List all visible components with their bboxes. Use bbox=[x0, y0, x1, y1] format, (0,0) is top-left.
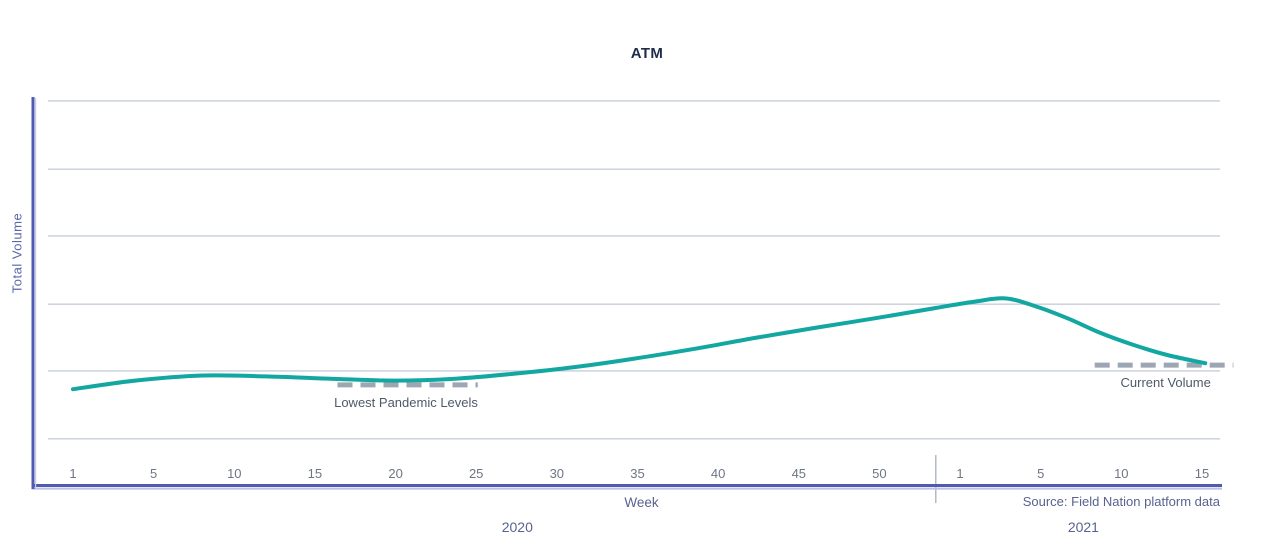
lowest-pandemic-label: Lowest Pandemic Levels bbox=[334, 394, 478, 410]
x-tick-label: 5 bbox=[1037, 466, 1045, 481]
volume-line-series bbox=[71, 296, 1208, 392]
x-tick-label: 15 bbox=[307, 466, 323, 481]
x-tick-label: 35 bbox=[630, 466, 645, 481]
x-tick-label: 20 bbox=[388, 466, 403, 481]
x-axis-title: Week bbox=[624, 495, 659, 510]
x-tick-label: 5 bbox=[149, 466, 158, 481]
chart-title: ATM bbox=[630, 45, 664, 62]
x-tick-label: 1 bbox=[956, 466, 964, 481]
source-note: Source: Field Nation platform data bbox=[1022, 494, 1220, 509]
x-tick-label: 45 bbox=[791, 466, 807, 481]
x-tick-label: 1 bbox=[69, 466, 77, 481]
year-label-2021: 2021 bbox=[1067, 519, 1099, 535]
x-tick-label: 15 bbox=[1194, 466, 1210, 481]
x-tick-label: 25 bbox=[468, 466, 484, 481]
x-tick-label: 30 bbox=[549, 466, 565, 481]
year-label-2020: 2020 bbox=[501, 519, 533, 535]
x-tick-label: 40 bbox=[710, 466, 726, 481]
current-volume-label: Current Volume bbox=[1120, 375, 1211, 391]
x-tick-label: 50 bbox=[872, 466, 887, 481]
x-tick-label: 10 bbox=[1114, 466, 1129, 481]
x-tick-label: 10 bbox=[227, 466, 242, 481]
